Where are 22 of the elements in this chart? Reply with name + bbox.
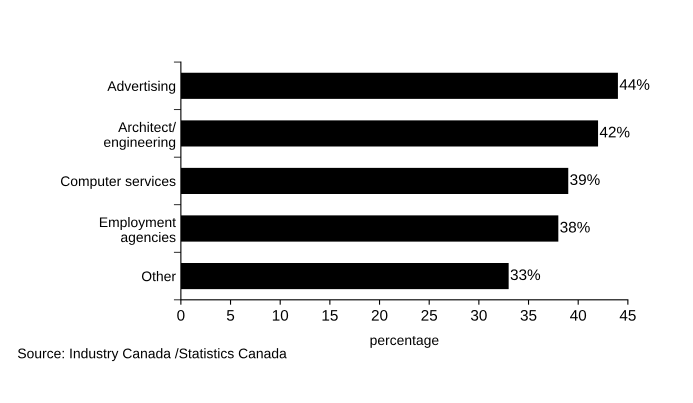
x-tick-label: 40 — [570, 310, 586, 321]
data-label: 44% — [620, 79, 650, 90]
x-tick-label: 20 — [372, 310, 388, 321]
x-tick-label: 35 — [520, 310, 536, 321]
data-label: 33% — [510, 269, 540, 280]
source-note: Source: Industry Canada /Statistics Canada — [18, 348, 287, 362]
y-tick-label: Advertising — [107, 80, 176, 94]
x-tick-label: 10 — [272, 310, 288, 321]
data-label: 42% — [600, 126, 630, 138]
x-tick-label: 0 — [177, 310, 185, 321]
data-label: 38% — [560, 222, 590, 233]
data-label: 39% — [570, 174, 600, 186]
y-tick-label: Architect/ engineering — [104, 122, 176, 150]
x-tick-label: 45 — [620, 310, 636, 321]
x-axis-title: percentage — [370, 336, 438, 348]
x-tick-label: 30 — [470, 310, 487, 321]
x-tick-label: 15 — [322, 310, 338, 321]
x-tick-label: 5 — [226, 310, 234, 321]
y-tick-label: Other — [142, 271, 176, 282]
y-tick-label: Computer services — [60, 176, 176, 189]
x-tick-label: 25 — [421, 310, 438, 321]
y-tick-label: Employment agencies — [100, 216, 176, 245]
